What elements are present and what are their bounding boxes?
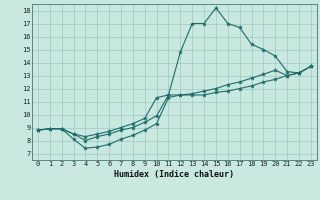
X-axis label: Humidex (Indice chaleur): Humidex (Indice chaleur) [115,170,234,179]
